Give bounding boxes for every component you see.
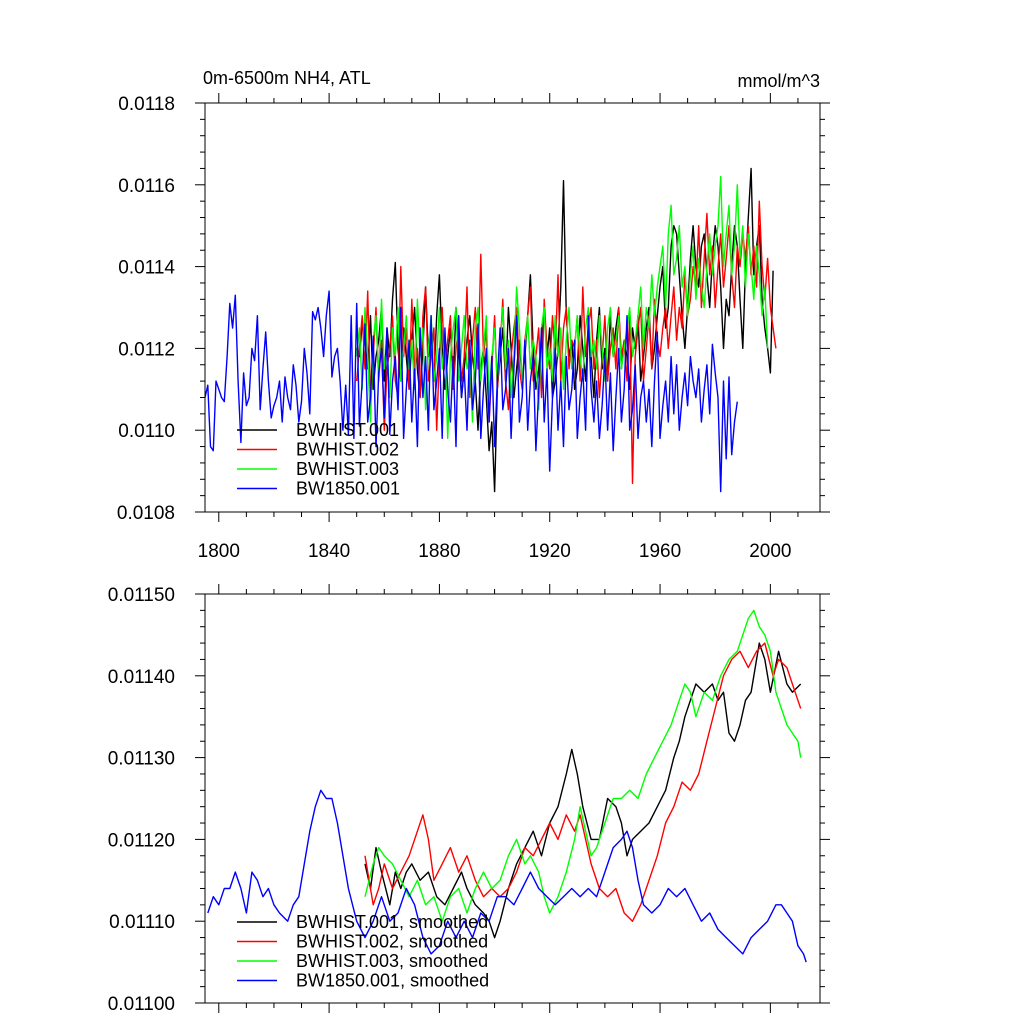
x-tick-label: 1920 (529, 541, 571, 562)
series-line-bwhist-003-smoothed (364, 609, 802, 922)
legend-label-bwhist-002: BWHIST.002 (296, 440, 399, 460)
x-tick-label: 2000 (749, 541, 791, 562)
y-tick-label: 0.0110 (118, 421, 175, 442)
top-series-layer (204, 167, 777, 493)
legend-label-bwhist-001-smoothed: BWHIST.001, smoothed (296, 912, 488, 932)
y-tick-label: 0.0118 (118, 94, 175, 115)
legend-label-bw1850-001-smoothed: BW1850.001, smoothed (296, 971, 489, 991)
y-tick-label: 0.0116 (118, 176, 175, 197)
plot-frame (204, 102, 821, 513)
bottom-axes: 0.01100 0.01110 0.01120 0.01130 0.01140 0.011… (108, 584, 830, 1015)
legend-label-bwhist-002-smoothed: BWHIST.002, smoothed (296, 932, 488, 952)
series-line-bwhist-002-smoothed (364, 642, 802, 922)
bottom-panel: 0.01100 0.01110 0.01120 0.01130 0.01140 0.011… (108, 584, 830, 1015)
top-chart-title: 0m-6500m NH4, ATL (203, 68, 371, 88)
legend-label-bwhist-003-smoothed: BWHIST.003, smoothed (296, 951, 488, 971)
legend-label-bwhist-003: BWHIST.003 (296, 459, 399, 479)
series-line-bw1850-001 (204, 290, 738, 493)
y-tick-label: 0.01130 (108, 749, 175, 770)
series-line-bwhist-001-smoothed (364, 642, 802, 939)
legend-label-bwhist-001: BWHIST.001 (296, 420, 399, 440)
y-tick-label: 0.01120 (108, 830, 175, 851)
bottom-series-layer (207, 609, 807, 963)
series-line-bwhist-002 (356, 200, 777, 485)
y-tick-label: 0.0108 (117, 503, 175, 524)
y-tick-label: 0.0112 (118, 339, 175, 360)
series-line-bwhist-003 (356, 175, 769, 440)
y-tick-label: 0.01110 (109, 912, 175, 933)
x-tick-label: 1840 (308, 541, 350, 562)
series-line-bw1850-001-smoothed (207, 789, 807, 963)
plot-frame (204, 593, 821, 1004)
y-tick-label: 0.01140 (108, 667, 175, 688)
y-tick-label: 0.01150 (108, 585, 175, 606)
top-chart-units: mmol/m^3 (738, 71, 820, 91)
x-tick-label: 1800 (198, 541, 240, 562)
y-tick-label: 0.01100 (108, 994, 175, 1015)
x-tick-label: 1880 (418, 541, 460, 562)
x-tick-label: 1960 (639, 541, 681, 562)
legend-label-bw1850-001: BW1850.001 (296, 479, 400, 499)
top-axes: 1800 1840 1880 1920 1960 2000 0.0108 0.0110 0.01… (117, 93, 830, 562)
y-tick-label: 0.0114 (118, 258, 175, 279)
top-panel: 0m-6500m NH4, ATL mmol/m^3 1800 1840 1880 1… (117, 68, 830, 562)
